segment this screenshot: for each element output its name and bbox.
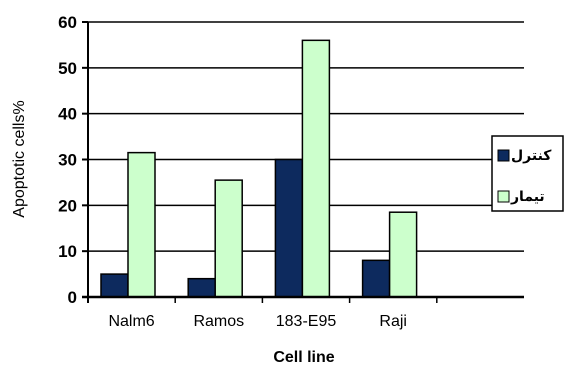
bar [301, 39, 331, 298]
bars [100, 39, 418, 298]
x-category-label: Nalm6 [108, 313, 154, 330]
y-tick-label: 30 [58, 151, 77, 170]
y-tick-label: 0 [68, 288, 77, 307]
x-category-labels: Nalm6 Ramos 183-E95 Raji [108, 313, 406, 330]
x-category-label: Ramos [193, 313, 244, 330]
legend-label-control: کنترل [511, 148, 552, 164]
x-category-label: 183-E95 [276, 313, 337, 330]
y-tick-label: 50 [58, 59, 77, 78]
bar [127, 151, 156, 298]
y-tick-label: 20 [58, 196, 77, 215]
y-tick-labels: 0 10 20 30 40 50 60 [58, 13, 77, 307]
y-tick-label: 60 [58, 13, 77, 32]
bar [100, 273, 129, 298]
bar [388, 211, 418, 298]
legend: کنترل تیمار [491, 135, 564, 212]
bar [187, 277, 216, 298]
y-tick-label: 10 [58, 242, 77, 261]
axes [82, 21, 524, 303]
legend-swatch-treatment [497, 190, 510, 203]
bar [274, 158, 304, 298]
bar [361, 259, 391, 298]
x-category-label: Raji [379, 313, 407, 330]
x-axis-title: Cell line [273, 349, 334, 366]
legend-swatch-control [497, 149, 510, 162]
y-axis-title: Apoptotic cells% [11, 100, 28, 217]
legend-label-treatment: تیمار [510, 189, 545, 205]
bar [214, 179, 243, 298]
y-tick-label: 40 [58, 105, 77, 124]
